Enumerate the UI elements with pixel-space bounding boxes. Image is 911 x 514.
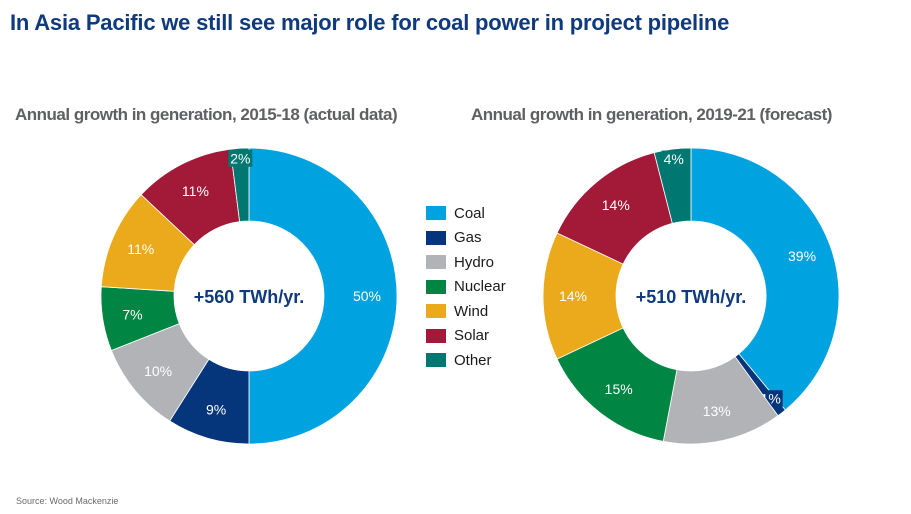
legend-swatch: [426, 230, 446, 245]
data-label-wind: 14%: [559, 288, 587, 304]
legend-label: Solar: [454, 327, 490, 345]
legend-label: Wind: [454, 302, 489, 320]
source-note: Source: Wood Mackenzie: [16, 496, 119, 506]
legend-label: Nuclear: [454, 278, 506, 296]
legend-label: Gas: [454, 229, 482, 247]
legend-item-coal: Coal: [426, 201, 506, 226]
data-label-gas: 9%: [206, 401, 226, 417]
data-label-hydro: 10%: [144, 363, 172, 379]
legend-item-nuclear: Nuclear: [426, 275, 506, 300]
legend-swatch: [426, 304, 446, 319]
data-label-nuclear: 7%: [122, 306, 142, 322]
data-label-coal: 50%: [353, 288, 381, 304]
chart-left-title: Annual growth in generation, 2015-18 (ac…: [15, 105, 398, 124]
legend-item-wind: Wind: [426, 299, 506, 324]
chart-right-title: Annual growth in generation, 2019-21 (fo…: [471, 105, 832, 124]
legend-item-hydro: Hydro: [426, 250, 506, 275]
data-label-box: [661, 150, 686, 168]
legend-swatch: [426, 328, 446, 343]
data-label-box: [228, 149, 253, 167]
legend-label: Other: [454, 351, 492, 369]
donut-2015-18: 50% 9% 10% 7% 11% 11% 2% +560 TWh/yr.: [100, 147, 398, 445]
legend-item-other: Other: [426, 348, 506, 373]
data-label-solar: 14%: [602, 197, 630, 213]
legend-item-solar: Solar: [426, 324, 506, 349]
data-label-hydro: 13%: [703, 403, 731, 419]
center-label: +560 TWh/yr.: [194, 287, 305, 307]
legend-label: Hydro: [454, 253, 495, 271]
center-label: +510 TWh/yr.: [636, 287, 747, 307]
legend-item-gas: Gas: [426, 226, 506, 251]
legend-label: Coal: [454, 204, 485, 222]
legend-swatch: [426, 206, 446, 221]
legend: Coal Gas Hydro Nuclear Wind Solar Other: [426, 201, 506, 373]
legend-swatch: [426, 279, 446, 294]
slice-coal: [248, 147, 398, 445]
data-label-nuclear: 15%: [605, 381, 633, 397]
data-label-coal: 39%: [788, 248, 816, 264]
data-label-solar: 11%: [182, 183, 209, 199]
page-title: In Asia Pacific we still see major role …: [10, 10, 730, 35]
data-label-other: 4%: [664, 151, 684, 167]
legend-swatch: [426, 255, 446, 270]
data-label-other: 2%: [230, 150, 250, 166]
donut-2019-21: 39%1%13%15%14%14%4%+510 TWh/yr.: [542, 147, 840, 445]
data-label-wind: 11%: [127, 241, 154, 257]
slice-coal: [690, 147, 840, 411]
legend-swatch: [426, 353, 446, 368]
